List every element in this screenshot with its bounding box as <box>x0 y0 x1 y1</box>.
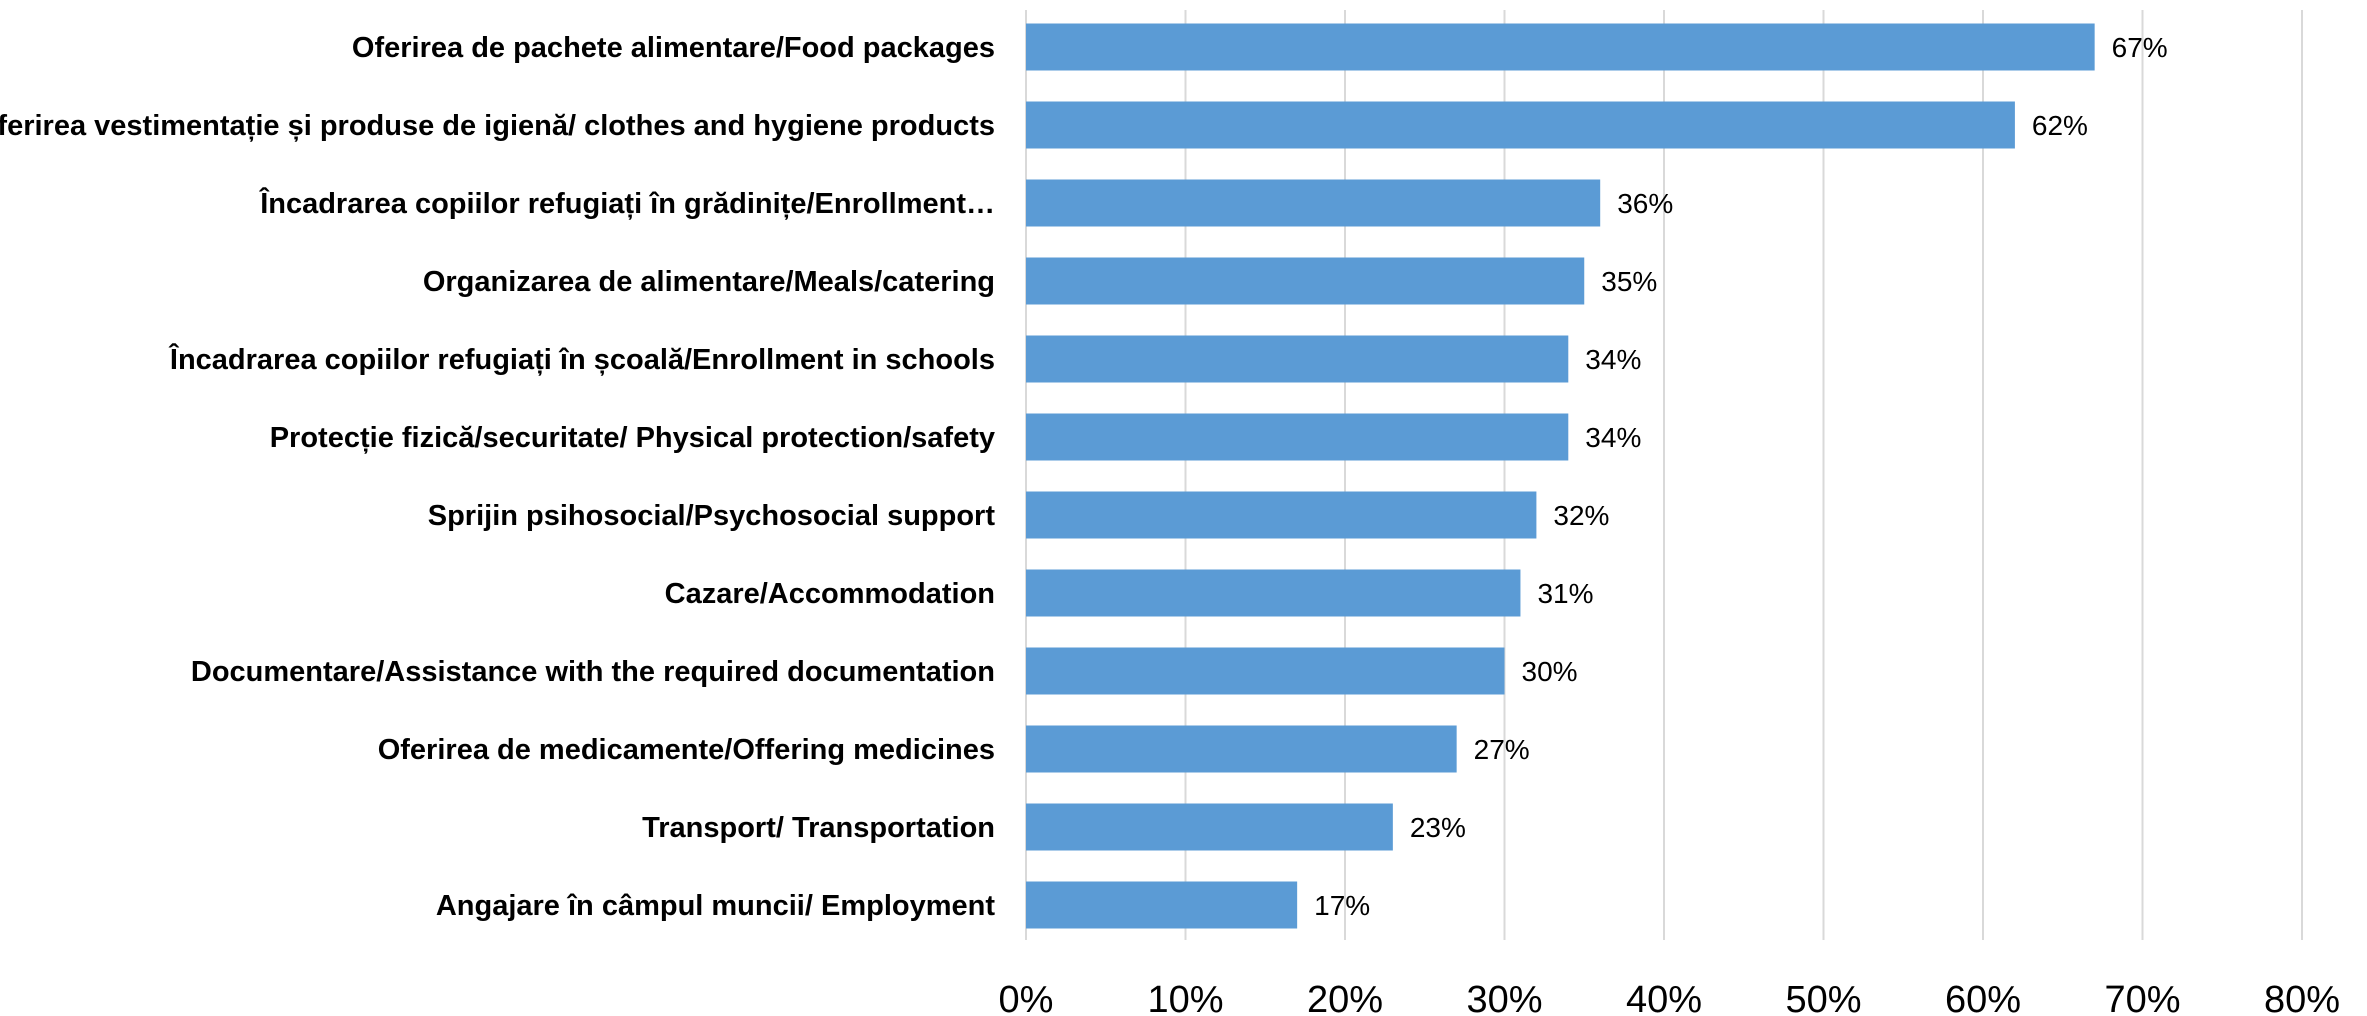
bar <box>1026 101 2015 149</box>
category-label: Angajare în câmpul muncii/ Employment <box>436 890 996 922</box>
bars <box>1026 23 2095 929</box>
data-label: 17% <box>1314 890 1370 921</box>
category-label: Documentare/Assistance with the required… <box>191 656 995 688</box>
bar <box>1026 725 1457 773</box>
data-label: 35% <box>1601 266 1657 297</box>
category-label: Încadrarea copiilor refugiați în grădini… <box>258 186 995 220</box>
data-label: 34% <box>1585 422 1641 453</box>
x-tick-label-50: 50% <box>1785 979 1861 1016</box>
bar <box>1026 569 1521 617</box>
category-label: Sprijin psihosocial/Psychosocial support <box>428 500 996 532</box>
bar <box>1026 179 1601 227</box>
x-tick-label-30: 30% <box>1466 979 1542 1016</box>
bar <box>1026 257 1585 305</box>
x-tick-label-20: 20% <box>1307 979 1383 1016</box>
x-tick-label-10: 10% <box>1147 979 1223 1016</box>
x-tick-label-70: 70% <box>2104 979 2180 1016</box>
data-label: 31% <box>1537 578 1593 609</box>
x-tick-label-0: 0% <box>999 979 1054 1016</box>
data-label: 27% <box>1474 734 1530 765</box>
category-label: Cazare/Accommodation <box>665 578 995 610</box>
bar <box>1026 803 1393 851</box>
category-labels: Oferirea de pachete alimentare/Food pack… <box>0 32 995 922</box>
gridlines <box>1025 10 2303 940</box>
bar <box>1026 647 1505 695</box>
data-label: 36% <box>1617 188 1673 219</box>
category-label: Oferirea de pachete alimentare/Food pack… <box>352 32 995 64</box>
x-axis-ticks: 0% 10% 20% 30% 40% 50% 60% 70% 80% <box>999 979 2340 1016</box>
data-label: 23% <box>1410 812 1466 843</box>
x-tick-label-80: 80% <box>2264 979 2340 1016</box>
data-labels: 67% 62% 36% 35% 34% 34% 32% 31% 30% 27% 23% 17% <box>1314 32 2168 921</box>
data-label: 34% <box>1585 344 1641 375</box>
data-label: 67% <box>2112 32 2168 63</box>
data-label: 62% <box>2032 110 2088 141</box>
bar <box>1026 413 1569 461</box>
data-label: 30% <box>1522 656 1578 687</box>
bar <box>1026 491 1537 539</box>
x-tick-label-60: 60% <box>1945 979 2021 1016</box>
bar <box>1026 881 1298 929</box>
category-label: Încadrarea copiilor refugiați în școală/… <box>168 342 995 376</box>
category-label: Organizarea de alimentare/Meals/catering <box>423 266 995 298</box>
bar <box>1026 335 1569 383</box>
x-tick-label-40: 40% <box>1626 979 1702 1016</box>
bar <box>1026 23 2095 71</box>
category-label: Oferirea de medicamente/Offering medicin… <box>378 734 995 766</box>
category-label: Transport/ Transportation <box>642 812 995 844</box>
data-label: 32% <box>1553 500 1609 531</box>
category-label: Protecție fizică/securitate/ Physical pr… <box>270 422 995 454</box>
category-label: Oferirea vestimentație și produse de igi… <box>0 110 995 142</box>
